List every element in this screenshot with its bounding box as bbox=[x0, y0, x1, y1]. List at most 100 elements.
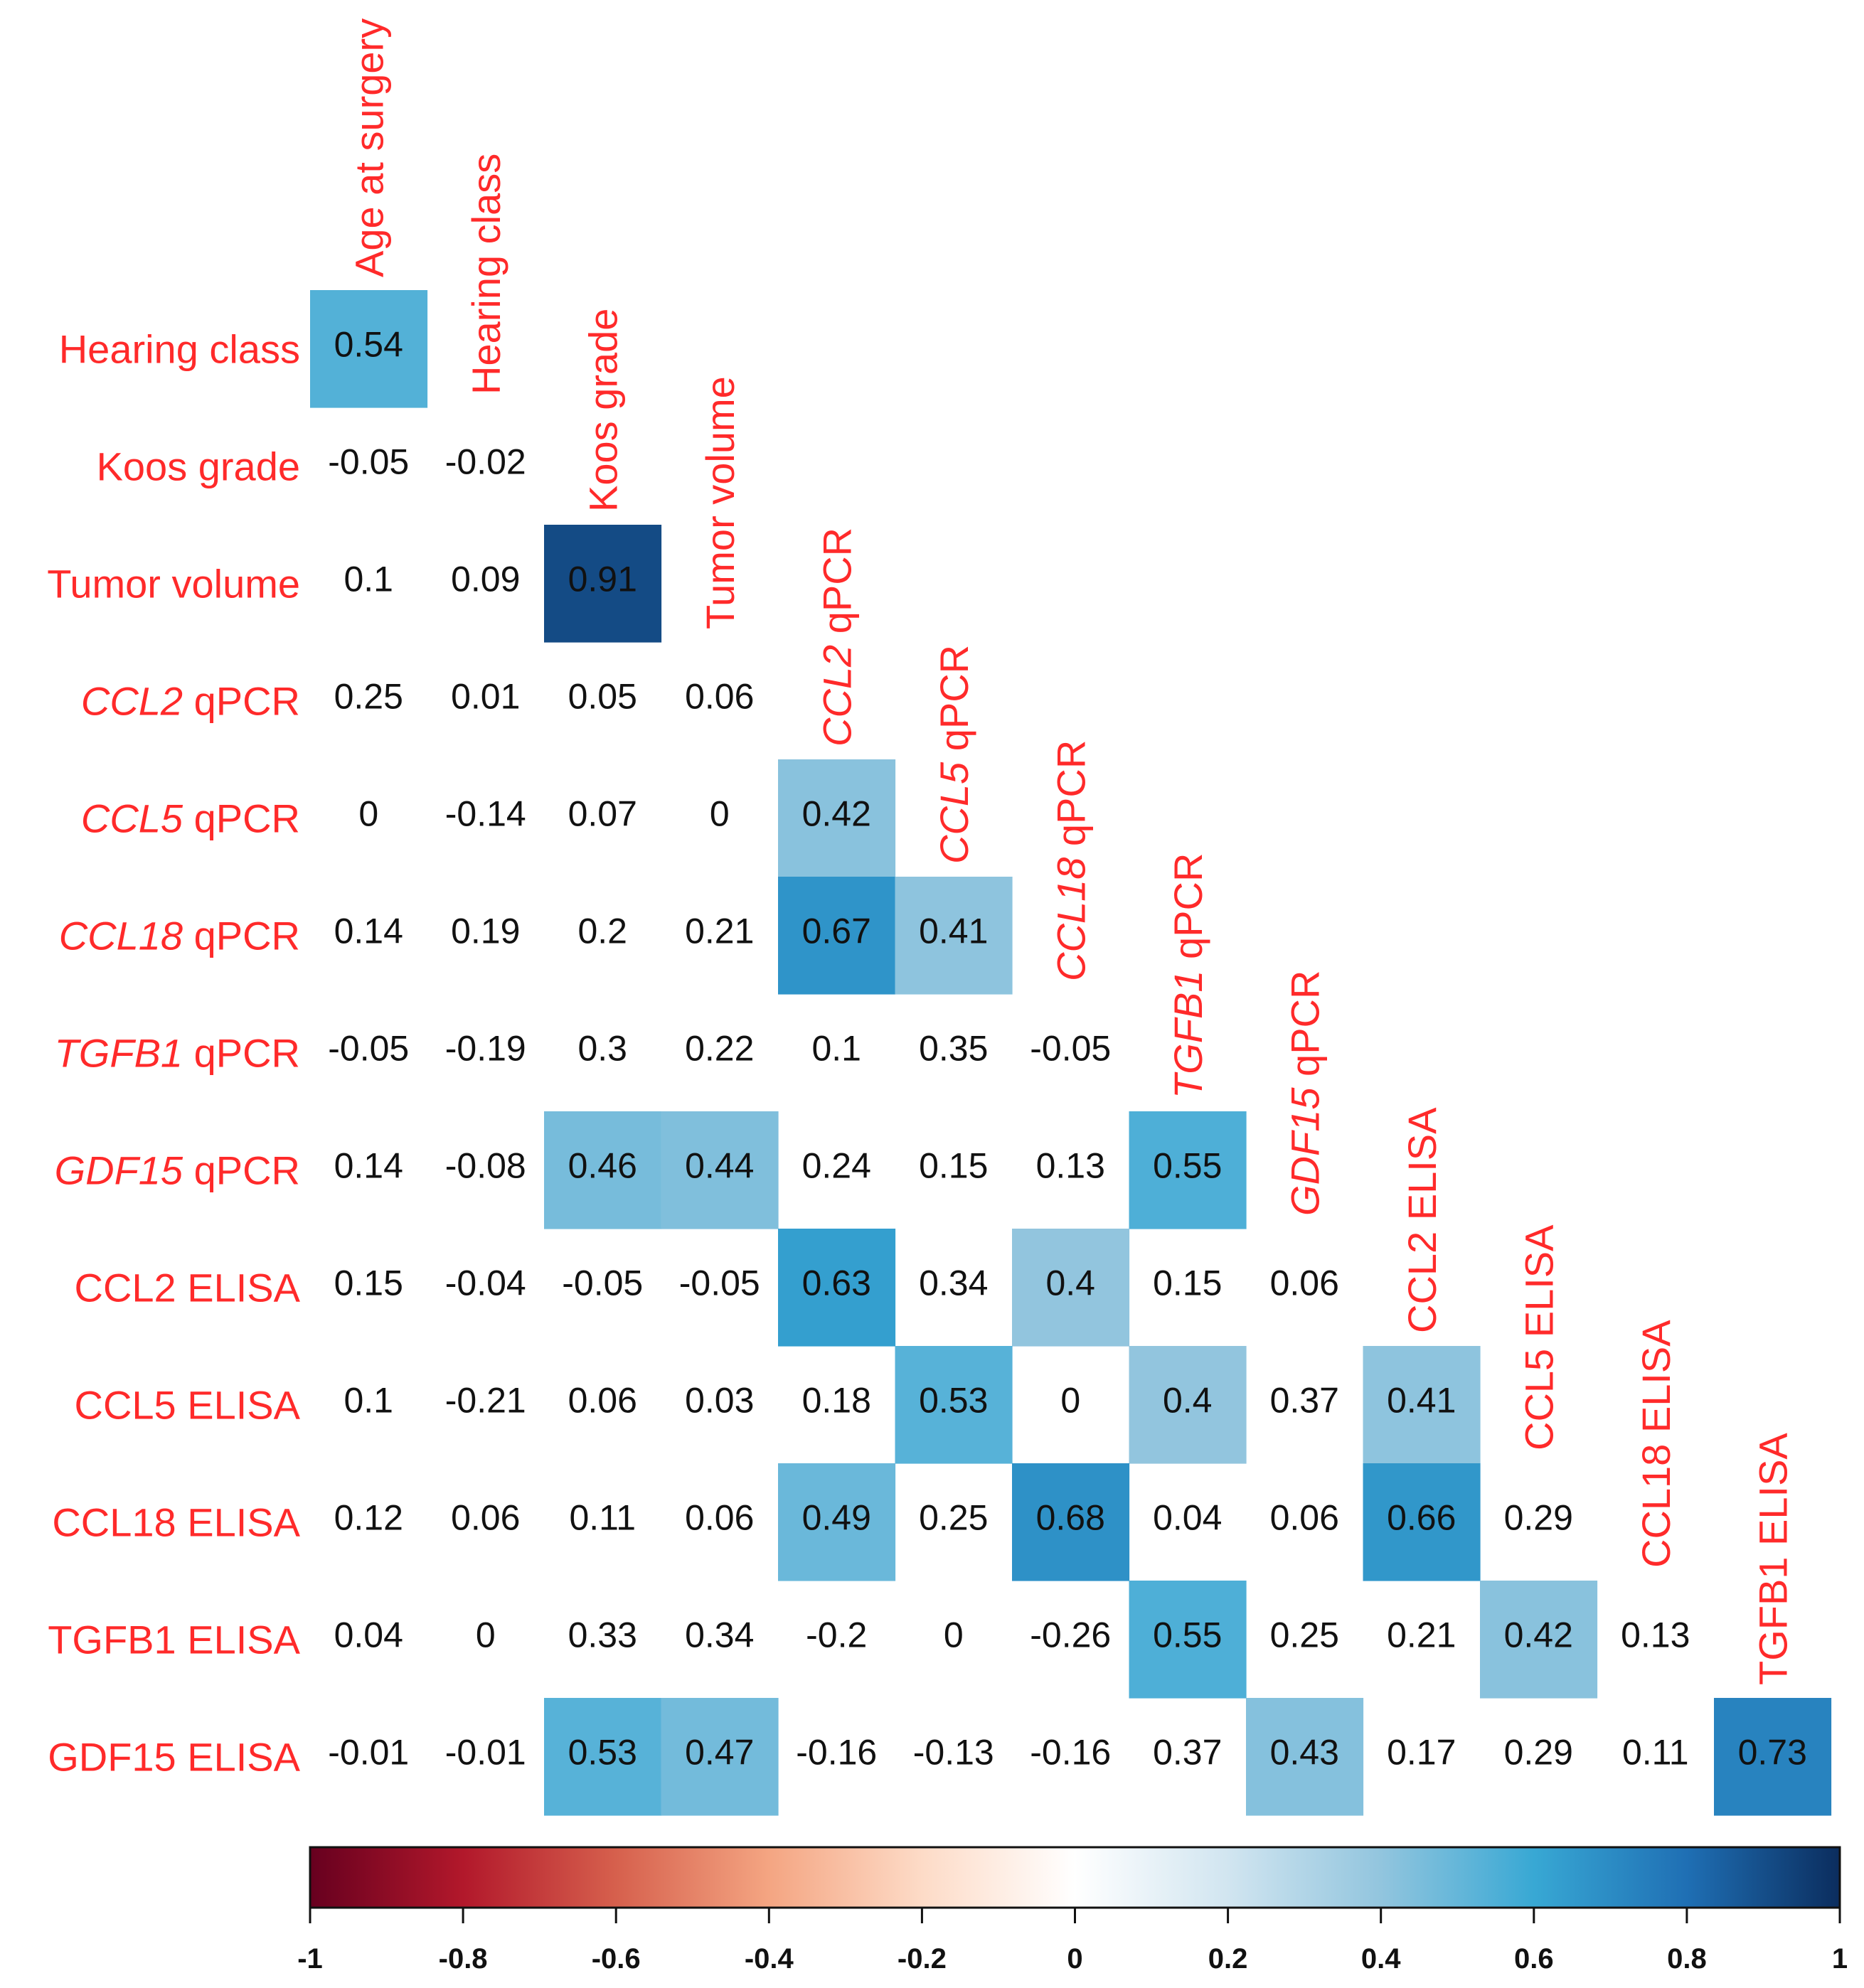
value-tgfb1-elisa-x-gdf15-qpcr: 0.25 bbox=[1270, 1615, 1339, 1655]
value-gdf15-elisa-x-ccl5-qpcr: -0.13 bbox=[913, 1733, 994, 1773]
value-ccl5-elisa-x-tgfb1-qpcr: 0.4 bbox=[1163, 1381, 1213, 1421]
value-gdf15-elisa-x-tgfb1-elisa: 0.73 bbox=[1738, 1733, 1807, 1773]
row-label-gdf15-qpcr: GDF15 qPCR bbox=[55, 1148, 300, 1193]
cell-ccl2-elisa-x-ccl2-qpcr bbox=[778, 1229, 896, 1347]
colorbar-ticks: -1 -0.8 -0.6 -0.4 -0.2 0 0.2 0.4 0.6 0.8 1 bbox=[297, 1908, 1848, 1974]
cell-ccl5-elisa-x-ccl5-qpcr bbox=[895, 1346, 1013, 1464]
value-ccl18-qpcr-x-tumor-volume: 0.21 bbox=[685, 912, 754, 951]
colorbar-tick-label: 1 bbox=[1832, 1943, 1848, 1974]
value-tgfb1-qpcr-x-ccl5-qpcr: 0.35 bbox=[919, 1029, 988, 1069]
value-ccl5-qpcr-x-ccl2-qpcr: 0.42 bbox=[802, 794, 871, 834]
value-gdf15-elisa-x-tumor-volume: 0.47 bbox=[685, 1733, 754, 1773]
row-label-tgfb1-qpcr: TGFB1 qPCR bbox=[55, 1031, 300, 1076]
value-gdf15-qpcr-x-ccl5-qpcr: 0.15 bbox=[919, 1146, 988, 1186]
colorbar: -1 -0.8 -0.6 -0.4 -0.2 0 0.2 0.4 0.6 0.8 1 bbox=[297, 1846, 1848, 1974]
value-tgfb1-elisa-x-tgfb1-qpcr: 0.55 bbox=[1153, 1615, 1222, 1655]
value-ccl2-elisa-x-ccl5-qpcr: 0.34 bbox=[919, 1263, 988, 1303]
row-label-ccl18-qpcr: CCL18 qPCR bbox=[59, 914, 300, 958]
value-gdf15-qpcr-x-age-at-surgery: 0.14 bbox=[334, 1146, 403, 1186]
value-ccl18-elisa-x-ccl5-elisa: 0.29 bbox=[1504, 1498, 1573, 1538]
value-ccl18-elisa-x-ccl2-elisa: 0.66 bbox=[1387, 1498, 1456, 1538]
colorbar-tick-label: 0.8 bbox=[1667, 1943, 1707, 1974]
column-label-tgfb1-elisa: TGFB1 ELISA bbox=[1750, 1433, 1795, 1685]
cell-ccl2-elisa-x-ccl18-qpcr bbox=[1012, 1229, 1130, 1347]
row-label-tgfb1-elisa: TGFB1 ELISA bbox=[48, 1618, 300, 1662]
value-ccl18-elisa-x-tgfb1-qpcr: 0.04 bbox=[1153, 1498, 1222, 1538]
row-label-ccl2-elisa: CCL2 ELISA bbox=[75, 1266, 301, 1310]
value-gdf15-qpcr-x-ccl2-qpcr: 0.24 bbox=[802, 1146, 871, 1186]
value-ccl5-elisa-x-koos-grade: 0.06 bbox=[568, 1381, 637, 1421]
cell-tumor-volume-x-koos-grade bbox=[544, 525, 662, 643]
value-ccl2-qpcr-x-koos-grade: 0.05 bbox=[568, 677, 637, 717]
column-label-ccl18-qpcr: CCL18 qPCR bbox=[1048, 740, 1093, 981]
row-label-ccl18-elisa: CCL18 ELISA bbox=[52, 1500, 300, 1545]
value-gdf15-elisa-x-ccl18-elisa: 0.11 bbox=[1622, 1733, 1689, 1773]
value-ccl18-elisa-x-age-at-surgery: 0.12 bbox=[334, 1498, 403, 1538]
column-label-ccl5-qpcr: CCL5 qPCR bbox=[932, 645, 976, 864]
value-tgfb1-elisa-x-ccl5-elisa: 0.42 bbox=[1504, 1615, 1573, 1655]
column-label-ccl2-qpcr: CCL2 qPCR bbox=[814, 528, 859, 747]
value-hearing-class-x-age-at-surgery: 0.54 bbox=[334, 325, 403, 365]
value-tgfb1-qpcr-x-ccl18-qpcr: -0.05 bbox=[1030, 1029, 1111, 1069]
value-gdf15-elisa-x-hearing-class: -0.01 bbox=[445, 1733, 526, 1773]
column-label-age-at-surgery: Age at surgery bbox=[346, 18, 391, 277]
value-ccl2-elisa-x-age-at-surgery: 0.15 bbox=[334, 1263, 403, 1303]
value-tgfb1-qpcr-x-koos-grade: 0.3 bbox=[577, 1029, 627, 1069]
value-tgfb1-elisa-x-ccl2-elisa: 0.21 bbox=[1387, 1615, 1456, 1655]
value-tgfb1-elisa-x-ccl5-qpcr: 0 bbox=[944, 1615, 964, 1655]
value-gdf15-qpcr-x-tumor-volume: 0.44 bbox=[685, 1146, 754, 1186]
cell-gdf15-elisa-x-koos-grade bbox=[544, 1698, 662, 1816]
row-label-gdf15-elisa: GDF15 ELISA bbox=[48, 1735, 300, 1780]
colorbar-tick-label: -0.8 bbox=[439, 1943, 488, 1974]
value-gdf15-elisa-x-koos-grade: 0.53 bbox=[568, 1733, 637, 1773]
value-koos-grade-x-age-at-surgery: -0.05 bbox=[328, 442, 409, 482]
value-gdf15-qpcr-x-ccl18-qpcr: 0.13 bbox=[1036, 1146, 1105, 1186]
value-ccl2-elisa-x-gdf15-qpcr: 0.06 bbox=[1270, 1263, 1339, 1303]
value-ccl5-elisa-x-age-at-surgery: 0.1 bbox=[343, 1381, 393, 1421]
colorbar-gradient bbox=[309, 1846, 1841, 1909]
value-tumor-volume-x-hearing-class: 0.09 bbox=[451, 560, 520, 599]
column-label-ccl2-elisa: CCL2 ELISA bbox=[1400, 1107, 1444, 1333]
value-ccl18-qpcr-x-ccl2-qpcr: 0.67 bbox=[802, 912, 871, 951]
heatmap-cells bbox=[310, 290, 1832, 1816]
value-tgfb1-elisa-x-ccl18-elisa: 0.13 bbox=[1621, 1615, 1690, 1655]
cell-gdf15-qpcr-x-tgfb1-qpcr bbox=[1129, 1111, 1247, 1229]
value-ccl2-elisa-x-koos-grade: -0.05 bbox=[562, 1263, 643, 1303]
value-tgfb1-elisa-x-age-at-surgery: 0.04 bbox=[334, 1615, 403, 1655]
value-gdf15-qpcr-x-tgfb1-qpcr: 0.55 bbox=[1153, 1146, 1222, 1186]
column-label-hearing-class: Hearing class bbox=[464, 154, 508, 395]
cell-gdf15-qpcr-x-koos-grade bbox=[544, 1111, 662, 1229]
value-ccl5-elisa-x-ccl2-elisa: 0.41 bbox=[1387, 1381, 1456, 1421]
cell-ccl18-qpcr-x-ccl5-qpcr bbox=[895, 877, 1013, 995]
value-tgfb1-elisa-x-koos-grade: 0.33 bbox=[568, 1615, 637, 1655]
value-tgfb1-elisa-x-ccl18-qpcr: -0.26 bbox=[1030, 1615, 1111, 1655]
value-gdf15-elisa-x-age-at-surgery: -0.01 bbox=[328, 1733, 409, 1773]
colorbar-tick-label: -0.6 bbox=[592, 1943, 641, 1974]
value-ccl5-elisa-x-ccl5-qpcr: 0.53 bbox=[919, 1381, 988, 1421]
column-label-tumor-volume: Tumor volume bbox=[698, 376, 742, 629]
column-label-ccl18-elisa: CCL18 ELISA bbox=[1634, 1320, 1678, 1568]
value-ccl18-elisa-x-ccl18-qpcr: 0.68 bbox=[1036, 1498, 1105, 1538]
value-ccl5-elisa-x-ccl18-qpcr: 0 bbox=[1060, 1381, 1080, 1421]
value-tgfb1-qpcr-x-tumor-volume: 0.22 bbox=[685, 1029, 754, 1069]
cell-ccl18-elisa-x-ccl2-elisa bbox=[1363, 1463, 1481, 1581]
column-label-gdf15-qpcr: GDF15 qPCR bbox=[1282, 971, 1327, 1216]
value-gdf15-elisa-x-ccl5-elisa: 0.29 bbox=[1504, 1733, 1573, 1773]
value-tgfb1-qpcr-x-age-at-surgery: -0.05 bbox=[328, 1029, 409, 1069]
value-gdf15-elisa-x-gdf15-qpcr: 0.43 bbox=[1270, 1733, 1339, 1773]
column-label-ccl5-elisa: CCL5 ELISA bbox=[1516, 1224, 1561, 1450]
value-ccl5-elisa-x-ccl2-qpcr: 0.18 bbox=[802, 1381, 871, 1421]
value-tgfb1-elisa-x-tumor-volume: 0.34 bbox=[685, 1615, 754, 1655]
value-gdf15-qpcr-x-koos-grade: 0.46 bbox=[568, 1146, 637, 1186]
value-ccl18-elisa-x-ccl5-qpcr: 0.25 bbox=[919, 1498, 988, 1538]
cell-ccl18-qpcr-x-ccl2-qpcr bbox=[778, 877, 896, 995]
cell-gdf15-elisa-x-tgfb1-elisa bbox=[1714, 1698, 1832, 1816]
cell-ccl5-qpcr-x-ccl2-qpcr bbox=[778, 759, 896, 877]
cell-tgfb1-elisa-x-ccl5-elisa bbox=[1480, 1581, 1598, 1699]
value-ccl18-elisa-x-gdf15-qpcr: 0.06 bbox=[1270, 1498, 1339, 1538]
value-ccl2-elisa-x-ccl2-qpcr: 0.63 bbox=[802, 1263, 871, 1303]
value-ccl2-elisa-x-hearing-class: -0.04 bbox=[445, 1263, 526, 1303]
value-ccl18-elisa-x-koos-grade: 0.11 bbox=[569, 1498, 636, 1538]
row-label-ccl5-qpcr: CCL5 qPCR bbox=[81, 796, 300, 841]
row-labels: Hearing class Koos grade Tumor volume CCL2 … bbox=[47, 327, 300, 1780]
